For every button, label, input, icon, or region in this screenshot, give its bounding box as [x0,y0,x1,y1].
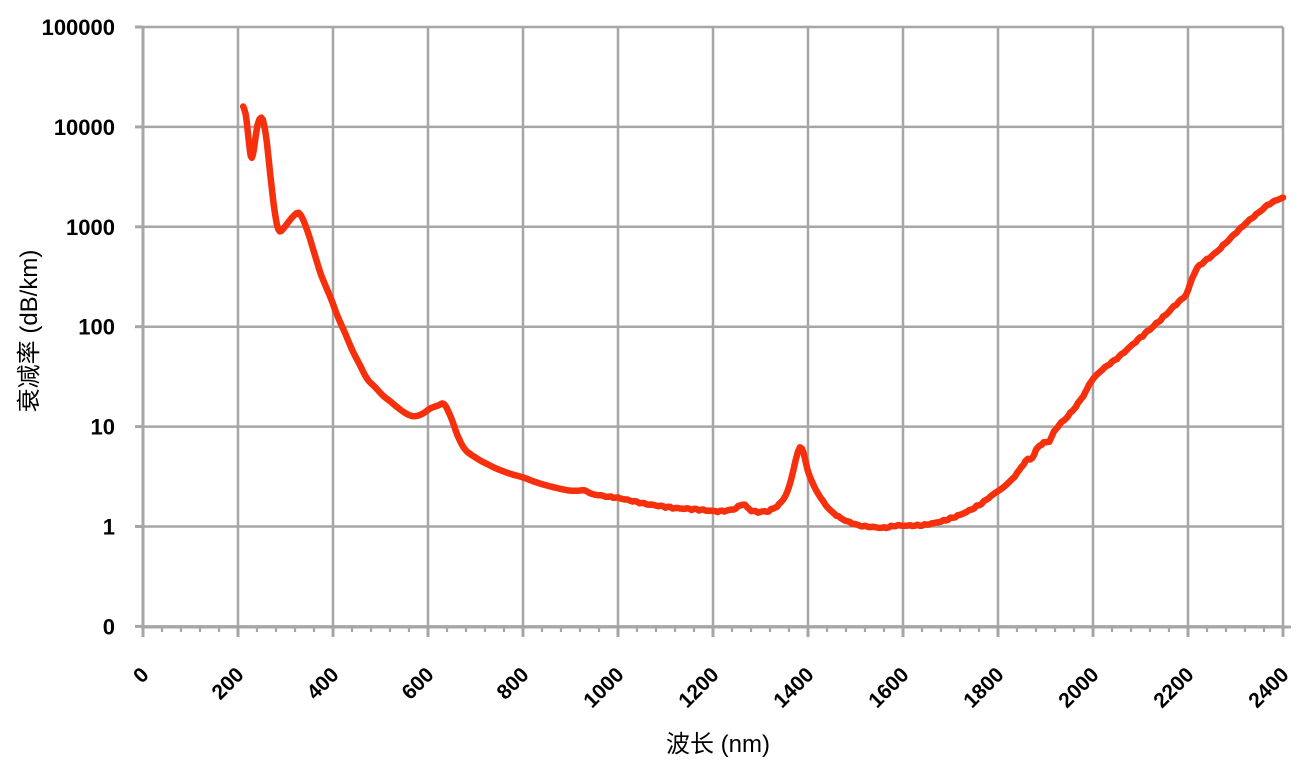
y-tick-label: 1 [103,515,115,540]
x-tick-label: 200 [207,663,248,704]
x-tick-label: 2200 [1149,663,1198,712]
x-tick-label: 1600 [864,663,913,712]
x-tick-label: 1400 [769,663,818,712]
y-axis-title: 衰减率 (dB/km) [16,249,43,413]
y-tick-label: 100 [78,315,115,340]
x-tick-label: 2000 [1054,663,1103,712]
y-tick-label: 1000 [66,215,115,240]
x-tick-label: 600 [397,663,438,704]
y-tick-label: 0 [103,614,115,639]
x-tick-label: 400 [302,663,343,704]
x-tick-label: 1200 [674,663,723,712]
x-tick-label: 0 [129,663,154,688]
attenuation-curve [239,103,1287,532]
y-tick-label: 10000 [54,115,115,140]
x-tick-label: 800 [492,663,533,704]
x-tick-label: 2400 [1244,663,1293,712]
y-tick-label: 10 [91,415,115,440]
y-tick-label: 100000 [42,15,115,40]
x-axis-title: 波长 (nm) [666,731,770,758]
x-tick-label: 1800 [959,663,1008,712]
x-tick-label: 1000 [579,663,628,712]
